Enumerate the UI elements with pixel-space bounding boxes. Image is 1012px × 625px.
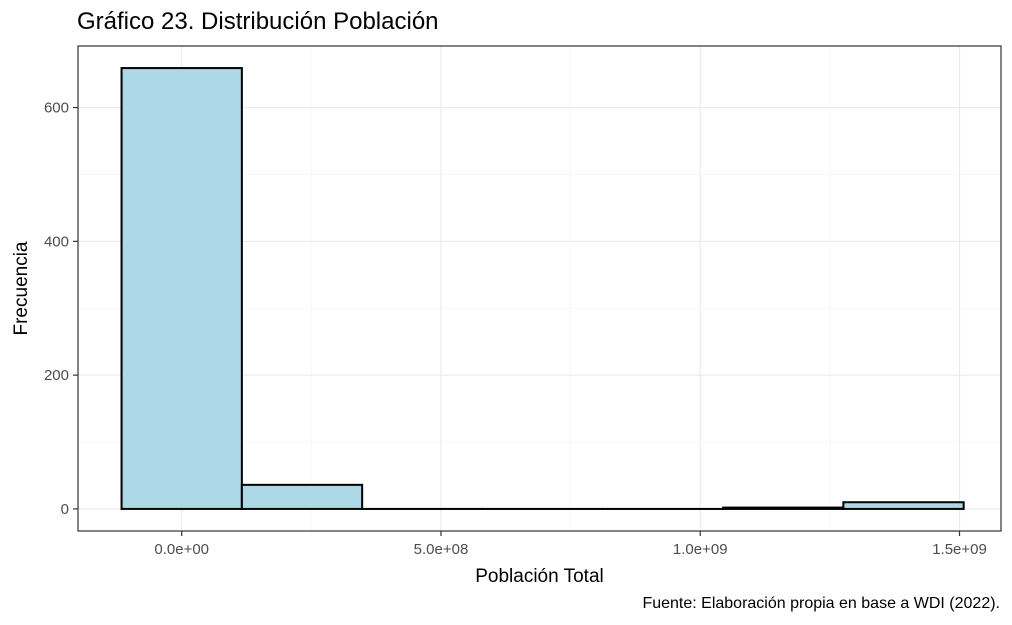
x-tick-label: 0.0e+00 (154, 541, 209, 558)
histogram-bar (722, 506, 845, 510)
x-tick-label: 5.0e+08 (414, 541, 469, 558)
x-tick-label: 1.5e+09 (932, 541, 987, 558)
histogram-bar (240, 483, 364, 510)
x-axis-ticks: 0.0e+00 5.0e+08 1.0e+09 1.5e+09 (154, 531, 987, 558)
histogram-bar (120, 67, 243, 510)
y-axis-ticks: 0 200 400 600 (44, 100, 78, 518)
x-axis-title: Población Total (475, 566, 604, 587)
x-tick-label: 1.0e+09 (673, 541, 728, 558)
chart-title: Gráfico 23. Distribución Población (77, 8, 439, 35)
y-tick-label: 400 (44, 233, 69, 250)
histogram-bar (842, 501, 965, 510)
y-tick-label: 0 (61, 501, 69, 518)
panel-border (77, 45, 1002, 532)
y-tick-label: 200 (44, 367, 69, 384)
histogram-bars (120, 67, 965, 510)
y-axis-title: Frecuencia (11, 241, 32, 335)
y-tick-label: 600 (44, 100, 69, 117)
source-caption: Fuente: Elaboración propia en base a WDI… (642, 595, 1000, 612)
